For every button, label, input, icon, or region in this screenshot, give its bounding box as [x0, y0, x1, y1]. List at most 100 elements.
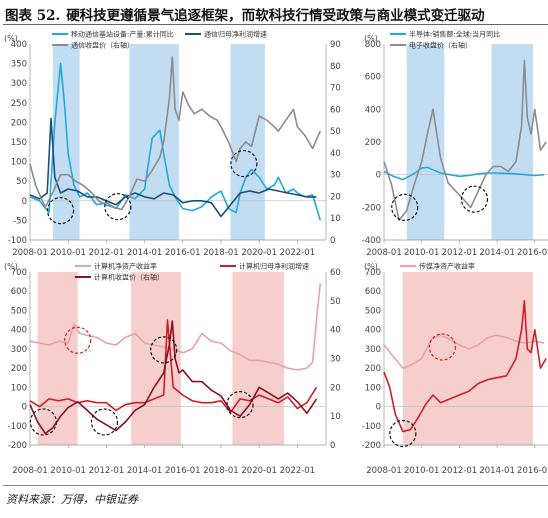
y-unit-label: (%) [4, 262, 18, 271]
y-tick-label: -200 [362, 441, 381, 451]
y-tick-label: 600 [365, 73, 381, 83]
highlight-circle-1 [460, 185, 489, 213]
series-line-0 [29, 283, 322, 371]
highlight-circle-4 [64, 326, 92, 354]
x-tick-label: 2014-01 [127, 466, 163, 476]
shaded-range-1 [491, 44, 533, 240]
x-tick-label: 2012-01 [89, 466, 125, 476]
x-tick-label: 2010-01 [50, 248, 86, 258]
y-tick-label: -200 [8, 441, 27, 451]
y-tick-label: 700 [11, 268, 27, 278]
series-line-0 [383, 334, 545, 369]
y-tick-label: 0 [376, 171, 381, 181]
highlight-circle-1 [428, 333, 457, 361]
y-tick-label: -200 [362, 203, 381, 213]
figure-title-text: 硬科技更遵循景气追逐框架，而软科技行情受政策与商业模式变迁驱动 [66, 8, 485, 24]
x-tick-label: 2022-01 [280, 466, 316, 476]
highlight-circle-0 [46, 197, 75, 225]
y-tick-label: 700 [365, 268, 381, 278]
x-tick-label: 2020-01 [241, 248, 277, 258]
highlight-circle-2 [150, 336, 178, 364]
y-tick-label: 0 [376, 403, 381, 413]
y2-tick-label: 20 [330, 383, 341, 393]
source-rule [3, 485, 548, 486]
y-unit-label: (%) [364, 262, 378, 271]
legend-label: 传媒净资产收益率 [419, 262, 475, 271]
y-tick-label: 100 [11, 383, 27, 393]
series-line-2 [29, 56, 322, 211]
y-tick-label: 200 [11, 118, 27, 128]
y2-tick-label: 90 [330, 40, 341, 50]
x-tick-label: 2008-01 [12, 248, 48, 258]
y-tick-label: 300 [365, 345, 381, 355]
x-tick-label: 2012-01 [89, 248, 125, 258]
x-tick-label: 2008-01 [366, 248, 402, 258]
highlight-circle-1 [90, 408, 119, 436]
y-tick-label: 200 [365, 364, 381, 374]
figure-label: 图表 52. [5, 8, 61, 24]
chart-media: (%) -200 -100 0 100 200 300 400 500 600 700 2008-01… [362, 262, 548, 476]
chart-communication: (%) -100 -50 0 50 100 150 200 250 300 350 400 0 10 20 3… [4, 30, 341, 259]
shaded-range-0 [37, 272, 78, 445]
highlight-circle-0 [391, 193, 419, 221]
y2-tick-label: 20 [330, 192, 341, 202]
y2-tick-label: 10 [330, 412, 341, 422]
x-tick-label: 2010-01 [404, 248, 440, 258]
x-tick-label: 2018-01 [203, 466, 239, 476]
series-line-2 [29, 320, 318, 435]
y-unit-label: (%) [364, 34, 378, 43]
y-tick-label: 400 [365, 105, 381, 115]
y-tick-label: 100 [11, 158, 27, 168]
shaded-range-2 [232, 272, 284, 445]
x-tick-label: 2016-01 [165, 248, 201, 258]
x-tick-label: 2020-01 [241, 466, 277, 476]
y-unit-label: (%) [4, 34, 18, 43]
y-tick-label: 500 [11, 306, 27, 316]
y-tick-label: 600 [365, 287, 381, 297]
series-line-1 [383, 299, 547, 433]
y-tick-label: -50 [13, 216, 27, 226]
figure-title: 图表 52. 硬科技更遵循景气追逐框架，而软科技行情受政策与商业模式变迁驱动 [5, 4, 545, 24]
y-tick-label: 100 [365, 383, 381, 393]
y-tick-label: -400 [362, 236, 381, 246]
x-tick-label: 2008-01 [12, 466, 48, 476]
y2-tick-label: 50 [330, 127, 341, 137]
series-line-1 [29, 117, 317, 218]
series-line-1 [383, 59, 547, 222]
y2-tick-label: 40 [330, 149, 341, 159]
y-tick-label: 250 [11, 99, 27, 109]
y-tick-label: 400 [365, 326, 381, 336]
x-tick-label: 2014-01 [127, 248, 163, 258]
y-tick-label: 200 [11, 364, 27, 374]
x-tick-label: 2018-01 [203, 248, 239, 258]
legend-label: 移动通信基站设备:产量:累计同比 [71, 30, 174, 39]
y-tick-label: 300 [11, 79, 27, 89]
y-tick-label: 800 [365, 40, 381, 50]
y2-tick-label: 30 [330, 355, 341, 365]
title-rule [3, 24, 548, 25]
source-note: 资料来源：万得，中银证券 [6, 493, 138, 506]
y-tick-label: -100 [8, 236, 27, 246]
y-tick-label: 350 [11, 60, 27, 70]
highlight-circle-3 [226, 391, 254, 419]
y2-tick-label: 0 [330, 236, 335, 246]
legend-label: 计算机归母净利润增速 [239, 262, 309, 271]
shaded-range-1 [131, 272, 181, 445]
highlight-circle-2 [230, 149, 258, 178]
y-tick-label: 0 [22, 403, 27, 413]
y2-tick-label: 40 [330, 326, 341, 336]
chart-computer: (%) -200 -100 0 100 200 300 400 500 600 700 0 10 20 30… [4, 262, 341, 476]
y-tick-label: 400 [11, 40, 27, 50]
y-tick-label: 50 [16, 177, 27, 187]
y2-tick-label: 60 [330, 268, 341, 278]
y2-tick-label: 0 [330, 441, 335, 451]
x-tick-label: 2016-01 [165, 466, 201, 476]
y-tick-label: 150 [11, 138, 27, 148]
x-tick-label: 2012-01 [442, 466, 478, 476]
y2-tick-label: 30 [330, 171, 341, 181]
x-tick-label: 2014-01 [479, 248, 515, 258]
legend-label: 通信归母净利润增速 [204, 30, 267, 39]
shaded-range-0 [52, 44, 80, 240]
y-tick-label: 500 [365, 306, 381, 316]
